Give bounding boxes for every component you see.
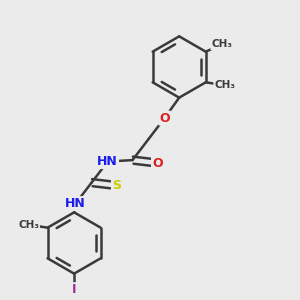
Text: HN: HN [97,155,118,168]
Text: HN: HN [65,197,86,210]
Text: I: I [72,283,76,296]
Text: O: O [159,112,170,124]
Text: O: O [152,157,163,169]
Text: CH₃: CH₃ [18,220,39,230]
Text: CH₃: CH₃ [214,80,235,90]
Text: CH₃: CH₃ [211,39,232,50]
Text: S: S [112,179,121,192]
